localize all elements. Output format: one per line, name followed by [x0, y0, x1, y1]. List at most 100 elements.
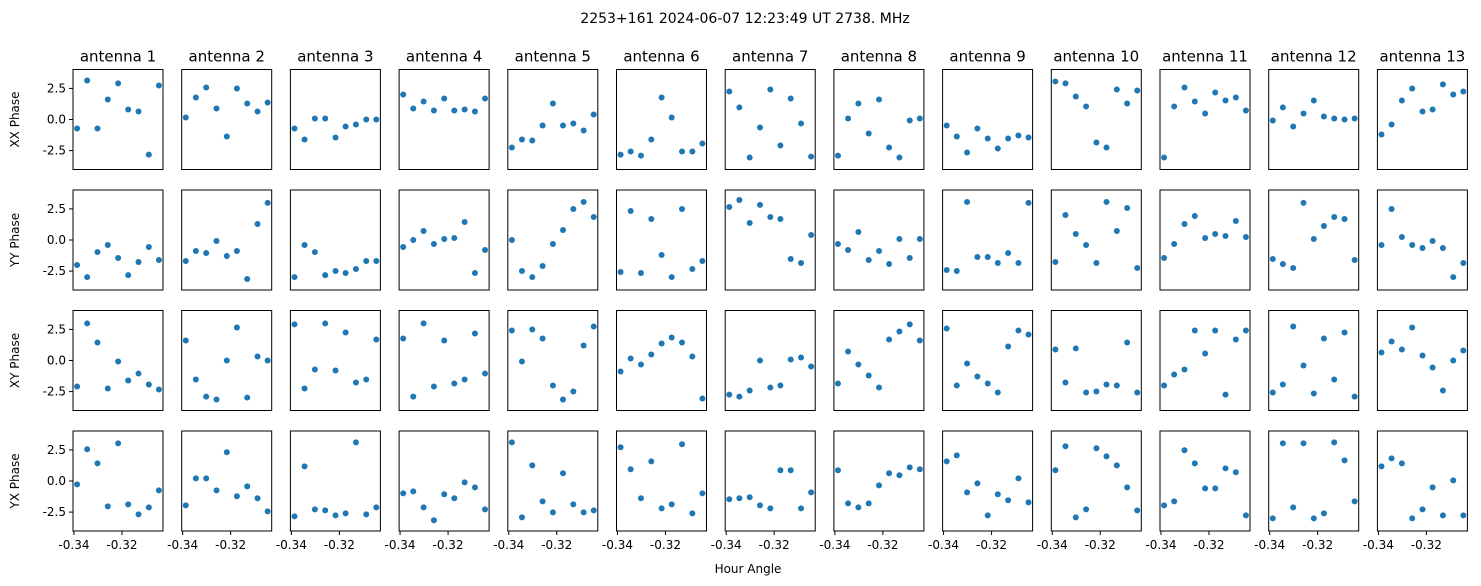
- data-point: [906, 255, 913, 262]
- x-tick-label: -0.34: [711, 538, 742, 552]
- panel-title: antenna 1: [80, 48, 156, 66]
- data-point: [1450, 477, 1457, 484]
- data-point: [1242, 107, 1249, 114]
- data-point: [808, 489, 815, 496]
- subplot-frame: [1376, 310, 1468, 411]
- data-point: [617, 268, 624, 275]
- data-point: [539, 122, 546, 129]
- data-point: [104, 96, 111, 103]
- data-point: [1320, 113, 1327, 120]
- panel-title: antenna 6: [623, 48, 699, 66]
- data-point: [1398, 97, 1405, 104]
- data-point: [580, 127, 587, 134]
- y-tick-label: 0.0: [47, 474, 66, 488]
- data-point: [746, 387, 753, 394]
- data-point: [254, 220, 261, 227]
- data-point: [1429, 106, 1436, 113]
- data-point: [570, 388, 577, 395]
- subplot-8-xy: [833, 310, 925, 411]
- data-point: [1232, 336, 1239, 343]
- data-point: [1005, 250, 1012, 257]
- data-point: [964, 149, 971, 156]
- data-point: [1279, 381, 1286, 388]
- data-point: [1460, 88, 1467, 95]
- subplot-13-xx: [1376, 69, 1468, 170]
- subplot-frame: [398, 189, 490, 291]
- data-point: [84, 446, 91, 453]
- data-point: [155, 487, 162, 494]
- data-point: [580, 509, 587, 516]
- panel-title: antenna 8: [841, 48, 917, 66]
- data-point: [182, 114, 189, 121]
- panel-title: antenna 11: [1162, 48, 1248, 66]
- data-point: [1072, 231, 1079, 238]
- panel-title: antenna 7: [732, 48, 808, 66]
- data-point: [1279, 261, 1286, 268]
- data-point: [648, 215, 655, 222]
- data-point: [549, 382, 556, 389]
- data-point: [1279, 104, 1286, 111]
- subplot-1-yx: 2.5 0.0 -2.5 YX Phase -0.34 -0.32: [8, 430, 164, 552]
- subplot-frame: [398, 430, 490, 532]
- data-point: [1429, 484, 1436, 491]
- data-point: [1439, 81, 1446, 88]
- data-point: [233, 493, 240, 500]
- data-point: [192, 376, 199, 383]
- data-point: [1242, 327, 1249, 334]
- data-point: [1310, 236, 1317, 243]
- data-point: [1341, 116, 1348, 123]
- data-point: [291, 321, 298, 328]
- data-point: [518, 267, 525, 274]
- data-point: [482, 506, 489, 513]
- data-point: [648, 136, 655, 143]
- data-point: [648, 458, 655, 465]
- data-point: [182, 337, 189, 344]
- data-point: [182, 258, 189, 265]
- subplot-frame: [181, 430, 273, 532]
- x-tick-label: -0.32: [106, 538, 137, 552]
- subplot-frame: [1050, 430, 1142, 532]
- data-point: [798, 505, 805, 512]
- data-point: [1341, 457, 1348, 464]
- subplot-10-xy: [1050, 310, 1142, 411]
- data-point: [1439, 244, 1446, 251]
- subplot-1-yy: 2.5 0.0 -2.5 YY Phase: [8, 189, 164, 291]
- data-point: [539, 262, 546, 269]
- data-point: [1161, 502, 1168, 509]
- data-point: [1161, 154, 1168, 161]
- data-point: [203, 84, 210, 91]
- subplot-3-xx: [289, 69, 381, 170]
- data-point: [420, 228, 427, 235]
- data-point: [1232, 94, 1239, 101]
- subplot-4-xx: [398, 69, 490, 170]
- data-point: [1103, 453, 1110, 460]
- data-point: [855, 361, 862, 368]
- subplot-8-yy: [833, 189, 925, 291]
- data-point: [916, 337, 923, 344]
- data-point: [1419, 108, 1426, 115]
- data-point: [617, 368, 624, 375]
- subplot-4-yy: [398, 189, 490, 291]
- data-point: [984, 380, 991, 387]
- panel-title: antenna 10: [1053, 48, 1139, 66]
- data-point: [767, 213, 774, 220]
- data-point: [617, 151, 624, 158]
- x-tick-label: -0.32: [1085, 538, 1116, 552]
- data-point: [1351, 115, 1358, 122]
- data-point: [845, 115, 852, 122]
- x-tick-label: -0.34: [276, 538, 307, 552]
- data-point: [1124, 339, 1131, 346]
- data-point: [1191, 460, 1198, 467]
- data-point: [233, 85, 240, 92]
- data-point: [1331, 439, 1338, 446]
- data-point: [352, 265, 359, 272]
- subplot-2-yy: [181, 189, 273, 291]
- subplot-9-yx: -0.34 -0.32: [928, 430, 1034, 552]
- data-point: [342, 329, 349, 336]
- data-point: [943, 122, 950, 129]
- data-point: [886, 470, 893, 477]
- data-point: [373, 258, 380, 265]
- data-point: [1113, 228, 1120, 235]
- data-point: [135, 108, 142, 115]
